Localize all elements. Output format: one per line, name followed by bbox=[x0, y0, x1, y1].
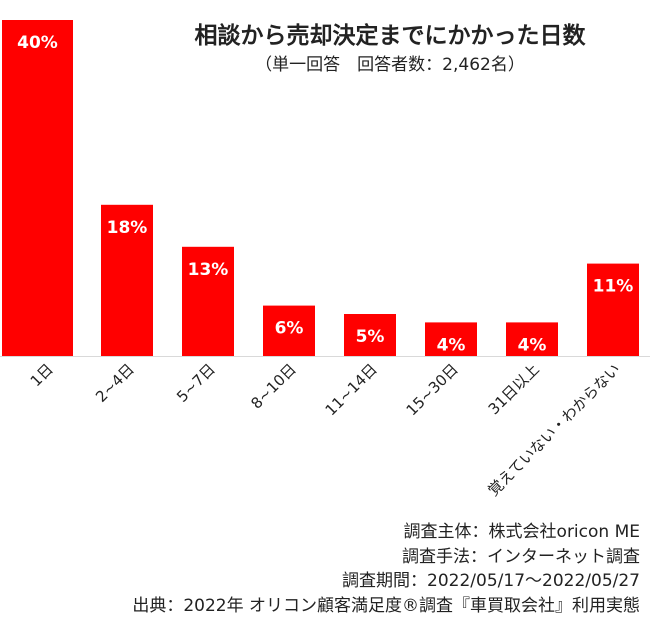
source-notes: 調査主体：株式会社oricon ME 調査手法：インターネット調査 調査期間：2… bbox=[132, 520, 640, 618]
note-period: 調査期間：2022/05/17～2022/05/27 bbox=[342, 571, 640, 591]
data-label: 11% bbox=[593, 277, 634, 297]
x-tick-label: 8~10日 bbox=[247, 360, 299, 412]
note-sponsor: 調査主体：株式会社oricon ME bbox=[403, 522, 640, 542]
bar bbox=[344, 314, 396, 356]
chart-title: 相談から売却決定までにかかった日数 bbox=[194, 23, 586, 49]
bar bbox=[101, 204, 153, 356]
data-label: 18% bbox=[107, 218, 148, 238]
bar bbox=[263, 305, 315, 356]
note-source: 出典：2022年 オリコン顧客満足度®調査『車買取会社』利用実態 bbox=[132, 595, 640, 616]
bar bbox=[182, 246, 234, 356]
chart-subtitle: （単一回答 回答者数：2,462名） bbox=[255, 55, 525, 75]
bar bbox=[587, 263, 639, 356]
bar bbox=[2, 20, 73, 356]
x-tick-label: 31日以上 bbox=[485, 360, 543, 418]
x-tick-label: 2~4日 bbox=[92, 360, 138, 406]
x-tick-label: 5~7日 bbox=[173, 360, 219, 406]
bar bbox=[425, 322, 477, 356]
bar-chart: 40% 1日 18% 2~4日 13% 5~7日 6% 8~10日 5% 11~14日 4% 15~3… bbox=[0, 20, 650, 500]
note-method: 調査手法：インターネット調査 bbox=[402, 546, 640, 567]
data-label: 4% bbox=[437, 335, 466, 355]
x-tick-label: 11~14日 bbox=[322, 360, 381, 419]
x-tick-label: 15~30日 bbox=[403, 360, 462, 419]
x-tick-label: 覚えていない・わからない bbox=[484, 360, 623, 499]
x-tick-label: 1日 bbox=[27, 360, 57, 390]
data-label: 4% bbox=[518, 335, 547, 355]
data-label: 6% bbox=[275, 319, 304, 339]
bar bbox=[506, 322, 558, 356]
data-label: 40% bbox=[17, 33, 58, 53]
data-label: 5% bbox=[356, 327, 385, 347]
data-label: 13% bbox=[188, 260, 229, 280]
